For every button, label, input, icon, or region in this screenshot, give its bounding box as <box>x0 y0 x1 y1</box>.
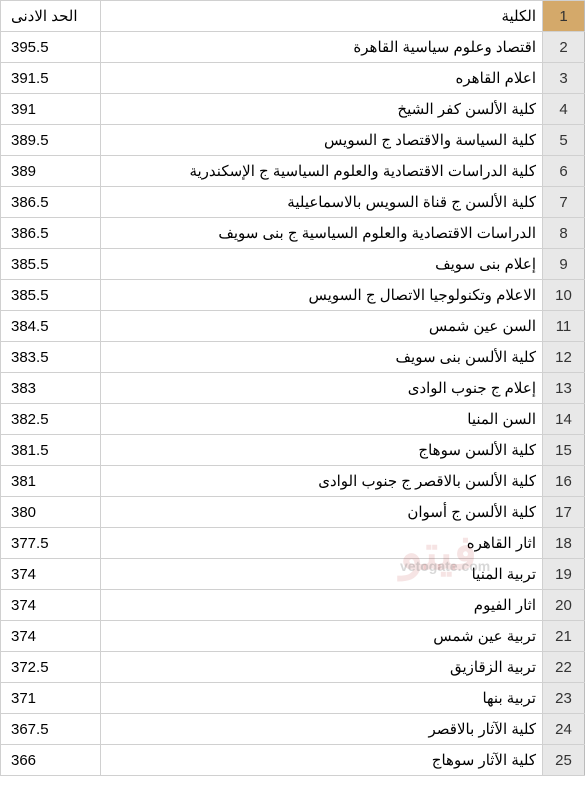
college-cell[interactable]: اثار القاهره <box>101 528 543 559</box>
college-cell[interactable]: تربية بنها <box>101 683 543 714</box>
college-cell[interactable]: كلية الألسن بالاقصر ج جنوب الوادى <box>101 466 543 497</box>
college-cell[interactable]: الاعلام وتكنولوجيا الاتصال ج السويس <box>101 280 543 311</box>
college-cell[interactable]: اقتصاد وعلوم سياسية القاهرة <box>101 32 543 63</box>
college-cell[interactable]: كلية السياسة والاقتصاد ج السويس <box>101 125 543 156</box>
college-cell[interactable]: السن المنيا <box>101 404 543 435</box>
score-cell[interactable]: 383 <box>1 373 101 404</box>
row-number[interactable]: 8 <box>543 218 585 249</box>
score-cell[interactable]: 391.5 <box>1 63 101 94</box>
row-number[interactable]: 16 <box>543 466 585 497</box>
college-cell[interactable]: تربية المنيا <box>101 559 543 590</box>
college-cell[interactable]: الدراسات الاقتصادية والعلوم السياسية ج ب… <box>101 218 543 249</box>
college-cell[interactable]: السن عين شمس <box>101 311 543 342</box>
row-number[interactable]: 2 <box>543 32 585 63</box>
score-cell[interactable]: 385.5 <box>1 280 101 311</box>
row-number[interactable]: 10 <box>543 280 585 311</box>
score-cell[interactable]: 395.5 <box>1 32 101 63</box>
score-cell[interactable]: 366 <box>1 745 101 776</box>
score-cell[interactable]: 371 <box>1 683 101 714</box>
row-number[interactable]: 21 <box>543 621 585 652</box>
row-number[interactable]: 9 <box>543 249 585 280</box>
score-cell[interactable]: 374 <box>1 590 101 621</box>
score-cell[interactable]: 372.5 <box>1 652 101 683</box>
score-cell[interactable]: 377.5 <box>1 528 101 559</box>
score-cell[interactable]: الحد الادنى <box>1 1 101 32</box>
row-number[interactable]: 22 <box>543 652 585 683</box>
row-number[interactable]: 11 <box>543 311 585 342</box>
row-number[interactable]: 15 <box>543 435 585 466</box>
score-cell[interactable]: 391 <box>1 94 101 125</box>
college-cell[interactable]: كلية الألسن ج أسوان <box>101 497 543 528</box>
score-cell[interactable]: 380 <box>1 497 101 528</box>
score-cell[interactable]: 367.5 <box>1 714 101 745</box>
college-cell[interactable]: الكلية <box>101 1 543 32</box>
row-number[interactable]: 23 <box>543 683 585 714</box>
row-number[interactable]: 6 <box>543 156 585 187</box>
score-cell[interactable]: 382.5 <box>1 404 101 435</box>
college-cell[interactable]: كلية الألسن ج قناة السويس بالاسماعيلية <box>101 187 543 218</box>
score-cell[interactable]: 389 <box>1 156 101 187</box>
college-cell[interactable]: كلية الألسن كفر الشيخ <box>101 94 543 125</box>
row-number[interactable]: 7 <box>543 187 585 218</box>
score-cell[interactable]: 386.5 <box>1 187 101 218</box>
score-cell[interactable]: 381.5 <box>1 435 101 466</box>
score-cell[interactable]: 383.5 <box>1 342 101 373</box>
score-cell[interactable]: 385.5 <box>1 249 101 280</box>
score-cell[interactable]: 386.5 <box>1 218 101 249</box>
score-cell[interactable]: 389.5 <box>1 125 101 156</box>
college-cell[interactable]: تربية الزقازيق <box>101 652 543 683</box>
row-number[interactable]: 25 <box>543 745 585 776</box>
row-number[interactable]: 19 <box>543 559 585 590</box>
row-number[interactable]: 1 <box>543 1 585 32</box>
college-scores-table: 1الكليةالحد الادنى 2اقتصاد وعلوم سياسية ا… <box>0 0 585 776</box>
row-number[interactable]: 3 <box>543 63 585 94</box>
row-number[interactable]: 17 <box>543 497 585 528</box>
score-cell[interactable]: 374 <box>1 621 101 652</box>
row-number[interactable]: 13 <box>543 373 585 404</box>
row-number[interactable]: 24 <box>543 714 585 745</box>
row-number[interactable]: 14 <box>543 404 585 435</box>
college-cell[interactable]: إعلام ج جنوب الوادى <box>101 373 543 404</box>
college-cell[interactable]: اعلام القاهره <box>101 63 543 94</box>
row-number[interactable]: 12 <box>543 342 585 373</box>
score-cell[interactable]: 374 <box>1 559 101 590</box>
college-cell[interactable]: تربية عين شمس <box>101 621 543 652</box>
row-number[interactable]: 5 <box>543 125 585 156</box>
score-cell[interactable]: 381 <box>1 466 101 497</box>
college-cell[interactable]: كلية الألسن سوهاج <box>101 435 543 466</box>
college-cell[interactable]: كلية الآثار سوهاج <box>101 745 543 776</box>
college-cell[interactable]: اثار الفيوم <box>101 590 543 621</box>
college-cell[interactable]: إعلام بنى سويف <box>101 249 543 280</box>
row-number[interactable]: 4 <box>543 94 585 125</box>
score-cell[interactable]: 384.5 <box>1 311 101 342</box>
row-number[interactable]: 20 <box>543 590 585 621</box>
college-cell[interactable]: كلية الآثار بالاقصر <box>101 714 543 745</box>
college-cell[interactable]: كلية الألسن بنى سويف <box>101 342 543 373</box>
row-number[interactable]: 18 <box>543 528 585 559</box>
college-cell[interactable]: كلية الدراسات الاقتصادية والعلوم السياسي… <box>101 156 543 187</box>
